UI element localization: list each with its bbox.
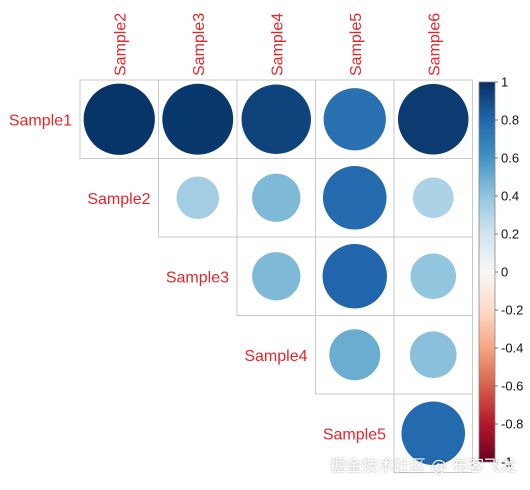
- correlation-circles: [83, 83, 469, 466]
- correlation-circle: [323, 88, 386, 151]
- column-label: Sample5: [348, 13, 365, 76]
- colorbar-tick-label: -0.8: [501, 417, 523, 432]
- column-label: Sample3: [191, 13, 208, 76]
- column-label: Sample4: [269, 13, 286, 76]
- colorbar-tick-label: -1: [501, 455, 513, 470]
- row-label: Sample4: [244, 348, 307, 365]
- colorbar-tick-label: 0.6: [501, 151, 519, 166]
- colorbar-tick-label: 0.4: [501, 189, 519, 204]
- column-label: Sample6: [426, 13, 443, 76]
- correlation-circle: [329, 329, 381, 381]
- correlation-circle: [410, 253, 457, 300]
- colorbar-tick-label: 0.2: [501, 227, 519, 242]
- grid: [79, 79, 473, 473]
- correlation-circle: [241, 84, 311, 154]
- correlation-circle: [162, 83, 234, 155]
- colorbar-tick-label: -0.6: [501, 379, 523, 394]
- row-label: Sample1: [9, 112, 72, 129]
- correlation-circle: [252, 173, 301, 222]
- colorbar-tick-label: 1: [501, 75, 508, 90]
- axis-labels: Sample2 Sample3 Sample4 Sample5 Sample6 Sampl…: [9, 13, 443, 444]
- colorbar-tick-label: 0: [501, 265, 508, 280]
- correlation-circle: [252, 252, 301, 301]
- correlation-circle: [83, 83, 155, 155]
- correlation-circle: [397, 83, 469, 155]
- colorbar-tick-label: -0.2: [501, 303, 523, 318]
- colorbar: 1 0.8 0.6 0.4 0.2 0 -0.2 -0.4 -0.6 -0.8 -1: [478, 75, 523, 470]
- colorbar-tick-label: -0.4: [501, 341, 523, 356]
- correlation-circle: [322, 165, 387, 230]
- grid-cell: [393, 393, 473, 473]
- column-label: Sample2: [112, 13, 129, 76]
- correlation-circle: [409, 331, 457, 379]
- row-label: Sample5: [323, 426, 386, 443]
- colorbar-tick-label: 0.8: [501, 113, 519, 128]
- correlation-circle: [176, 176, 220, 220]
- correlation-circle: [322, 244, 387, 309]
- correlation-circle: [401, 401, 466, 466]
- row-label: Sample3: [166, 269, 229, 286]
- row-label: Sample2: [87, 191, 150, 208]
- correlation-circle: [412, 177, 454, 219]
- colorbar-gradient: [478, 81, 496, 463]
